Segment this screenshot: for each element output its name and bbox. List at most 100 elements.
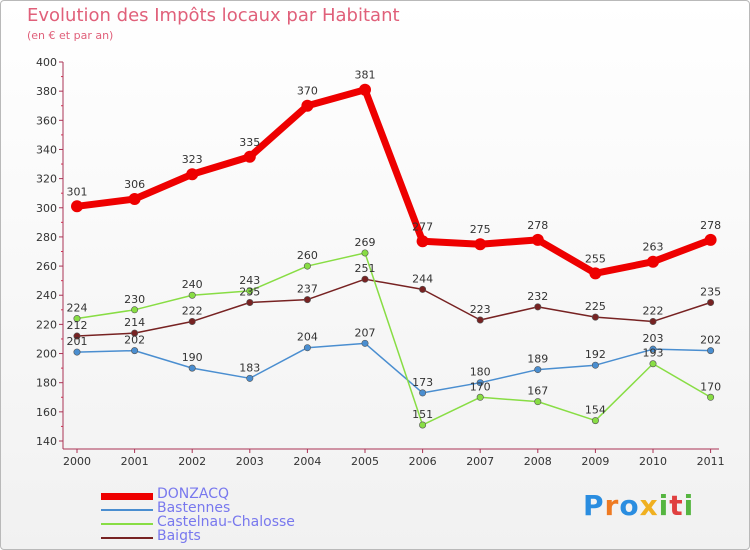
- x-tick-label-2007: 2007: [466, 455, 494, 468]
- point-bastennes-2003: [246, 374, 254, 382]
- data-label-bastennes-2000: 201: [67, 335, 88, 348]
- point-donzacq-2008: [531, 233, 544, 246]
- data-label-baigts-2000: 212: [67, 319, 88, 332]
- legend-swatch-bastennes: [101, 509, 153, 511]
- chart-axes: 140 160 180 200 220 240 260 280 300 320 340 360 380 4…: [36, 56, 725, 468]
- x-tick-label-2002: 2002: [178, 455, 206, 468]
- point-castelnau-chalosse-2010: [649, 360, 657, 368]
- data-label-castelnau-chalosse-2004: 260: [297, 249, 318, 262]
- point-bastennes-2011: [707, 347, 715, 355]
- legend-label-baigts: Baigts: [157, 528, 201, 544]
- point-bastennes-2004: [303, 344, 311, 352]
- point-baigts-2006: [419, 285, 427, 293]
- data-label-baigts-2006: 244: [412, 272, 433, 285]
- point-castelnau-chalosse-2006: [419, 421, 427, 429]
- legend-label-bastennes: Bastennes: [157, 500, 231, 516]
- logo-letter: P: [583, 489, 605, 522]
- data-label-baigts-2004: 237: [297, 283, 318, 296]
- data-label-castelnau-chalosse-2002: 240: [182, 278, 203, 291]
- point-castelnau-chalosse-2007: [476, 393, 484, 401]
- data-label-castelnau-chalosse-2010: 193: [643, 347, 664, 360]
- series-donzacq: [71, 83, 717, 280]
- data-label-donzacq-2010: 263: [643, 241, 664, 254]
- x-tick-label-2001: 2001: [121, 455, 149, 468]
- point-donzacq-2003: [243, 150, 256, 163]
- logo-letter: i: [683, 489, 695, 522]
- legend-swatch-castelnau-chalosse: [101, 523, 153, 525]
- point-donzacq-2000: [71, 200, 83, 213]
- point-donzacq-2006: [416, 235, 429, 248]
- data-label-baigts-2003: 235: [239, 286, 260, 299]
- data-label-castelnau-chalosse-2005: 269: [355, 236, 376, 249]
- point-castelnau-chalosse-2002: [188, 291, 196, 299]
- point-castelnau-chalosse-2005: [361, 249, 369, 257]
- point-bastennes-2010: [649, 345, 657, 353]
- point-baigts-2011: [707, 299, 715, 307]
- point-bastennes-2005: [361, 339, 369, 347]
- point-baigts-2005: [361, 275, 369, 283]
- point-donzacq-2005: [359, 83, 371, 96]
- point-baigts-2000: [73, 332, 81, 340]
- data-label-bastennes-2010: 203: [643, 332, 664, 345]
- logo-letter: x: [639, 489, 659, 522]
- y-tick-label-400: 400: [36, 56, 57, 69]
- data-label-donzacq-2011: 278: [700, 219, 721, 232]
- legend-swatch-donzacq: [101, 492, 153, 500]
- point-donzacq-2011: [704, 233, 717, 246]
- data-label-donzacq-2008: 278: [527, 219, 548, 232]
- data-label-donzacq-2002: 323: [182, 153, 203, 166]
- series-line-baigts: [76, 278, 712, 337]
- x-tick-label-2008: 2008: [524, 455, 552, 468]
- legend-swatch-baigts: [101, 537, 153, 539]
- series-layer: [71, 83, 717, 429]
- point-castelnau-chalosse-2009: [591, 417, 599, 425]
- legend-label-donzacq: DONZACQ: [157, 486, 229, 502]
- data-label-bastennes-2003: 183: [239, 361, 260, 374]
- proxiti-logo: Proxiti: [583, 489, 694, 522]
- data-label-bastennes-2005: 207: [355, 326, 376, 339]
- data-label-bastennes-2009: 192: [585, 348, 606, 361]
- data-label-donzacq-2001: 306: [124, 178, 145, 191]
- point-baigts-2007: [476, 316, 484, 324]
- y-tick-label-140: 140: [36, 435, 57, 448]
- point-donzacq-2001: [128, 193, 141, 206]
- point-castelnau-chalosse-2000: [73, 315, 81, 323]
- data-label-donzacq-2005: 381: [355, 69, 376, 82]
- y-tick-label-320: 320: [36, 173, 57, 186]
- point-baigts-2008: [534, 303, 542, 311]
- series-castelnau-chalosse: [73, 249, 715, 429]
- data-label-baigts-2001: 214: [124, 316, 145, 329]
- point-bastennes-2009: [591, 361, 599, 369]
- legend-label-castelnau-chalosse: Castelnau-Chalosse: [157, 514, 295, 530]
- data-label-castelnau-chalosse-2001: 230: [124, 293, 145, 306]
- y-tick-label-340: 340: [36, 143, 57, 156]
- x-tick-label-2003: 2003: [236, 455, 264, 468]
- logo-letter: i: [658, 489, 670, 522]
- y-tick-label-220: 220: [36, 318, 57, 331]
- data-label-baigts-2008: 232: [527, 290, 548, 303]
- data-label-baigts-2002: 222: [182, 304, 203, 317]
- x-tick-label-2004: 2004: [293, 455, 321, 468]
- point-bastennes-2001: [131, 347, 139, 355]
- data-label-donzacq-2007: 275: [470, 223, 491, 236]
- point-baigts-2010: [649, 317, 657, 325]
- data-label-baigts-2010: 222: [643, 304, 664, 317]
- y-tick-label-280: 280: [36, 231, 57, 244]
- point-bastennes-2008: [534, 366, 542, 374]
- point-baigts-2003: [246, 299, 254, 307]
- point-baigts-2009: [591, 313, 599, 321]
- x-tick-label-2011: 2011: [697, 455, 725, 468]
- data-label-castelnau-chalosse-2007: 170: [470, 380, 491, 393]
- point-bastennes-2002: [188, 364, 196, 372]
- x-tick-label-2005: 2005: [351, 455, 379, 468]
- data-label-bastennes-2004: 204: [297, 331, 318, 344]
- series-line-bastennes: [76, 342, 712, 394]
- x-tick-label-2010: 2010: [639, 455, 667, 468]
- point-castelnau-chalosse-2008: [534, 398, 542, 406]
- point-bastennes-2000: [73, 348, 81, 356]
- y-tick-label-360: 360: [36, 114, 57, 127]
- data-label-castelnau-chalosse-2003: 243: [239, 274, 260, 287]
- data-label-baigts-2005: 251: [355, 262, 376, 275]
- line-chart: 140 160 180 200 220 240 260 280 300 320 340 360 380 4…: [36, 56, 725, 468]
